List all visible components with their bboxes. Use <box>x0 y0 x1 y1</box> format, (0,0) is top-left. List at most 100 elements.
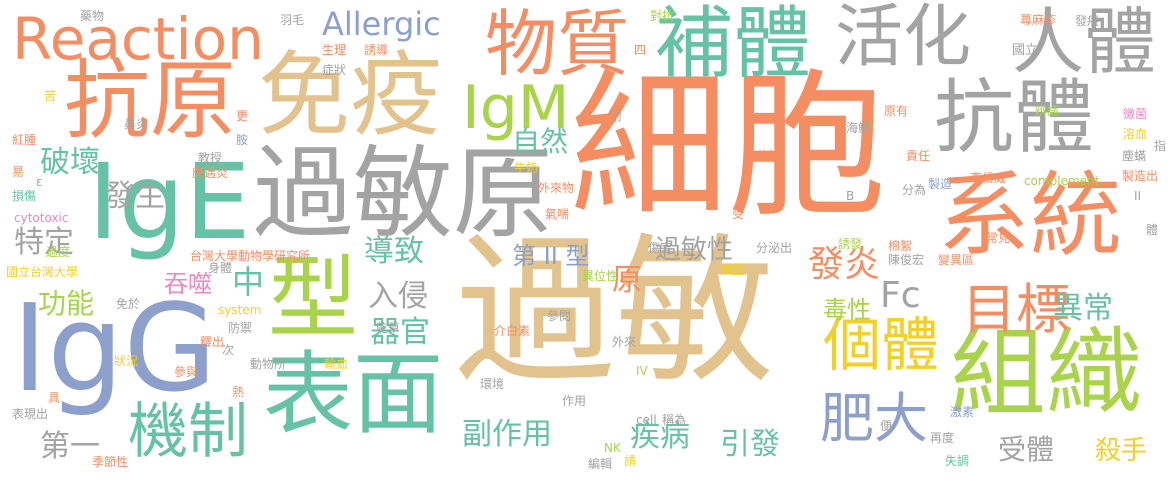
cloud-word-complement: complement <box>1024 174 1100 188</box>
cloud-word-zhuangkuang: 狀況 <box>114 354 139 368</box>
cloud-word-qiguan: 器官 <box>370 315 430 350</box>
cloud-word-shenti: 身體 <box>208 261 233 275</box>
cloud-word-fangyu: 防禦 <box>228 321 253 335</box>
cloud-word-xitong: 系統 <box>938 162 1123 269</box>
cloud-word-youdao: 誘導 <box>364 43 389 57</box>
cloud-word-shou: 受 <box>732 207 745 221</box>
cloud-word-buti: 補體 <box>655 0 812 89</box>
cloud-word-pohuai: 破壞 <box>40 145 100 180</box>
cloud-word-zaidu: 再度 <box>930 431 955 445</box>
cloud-word-ntu-zoology: 台灣大學動物學研究所 <box>190 249 311 263</box>
cloud-word-fayan: 發炎 <box>808 244 881 285</box>
cloud-word-dier-xing: 第 II 型 <box>512 242 590 270</box>
cloud-word-mianxu: 棉絮 <box>888 239 913 253</box>
cloud-word-biyan: 鼻炎 <box>124 117 149 131</box>
cloud-word-fc: Fc <box>880 275 921 316</box>
cloud-word-yiweixing: 異位性 <box>582 269 619 283</box>
cloud-word-fenwei: 分為 <box>902 183 927 197</box>
cloud-word-ju: 具 <box>48 391 61 405</box>
cloud-word-rongxue: 溶血 <box>1123 127 1148 141</box>
cloud-word-zhong: 中 <box>232 263 265 301</box>
cloud-word-guodu: 過度 <box>46 245 71 259</box>
cloud-word-bianji: 編輯 <box>588 457 613 471</box>
cloud-word-biaomian: 表面 <box>263 342 443 447</box>
cloud-word-zeren: 責任 <box>906 149 931 163</box>
cloud-word-diyi: 第一 <box>40 429 100 464</box>
cloud-word-duxing: 毒性 <box>823 296 871 324</box>
cloud-word-yichang: 異常 <box>1053 291 1113 326</box>
cloud-word-hongzhong: 紅腫 <box>12 133 37 147</box>
cloud-word-chenman: 塵蟎 <box>1122 149 1147 163</box>
cloud-word-cytotoxic: cytotoxic <box>14 211 69 225</box>
cloud-word-igg: IgG <box>12 280 217 419</box>
cloud-word-an: 胺 <box>236 133 249 147</box>
cloud-word-iv: IV <box>636 364 648 378</box>
cloud-word-fasheng: 發生 <box>105 179 165 214</box>
cloud-word-igm: IgM <box>462 73 570 143</box>
cloud-word-guominyuan: 過敏原 <box>253 135 553 252</box>
cloud-word-daozhi: 導致 <box>364 234 424 269</box>
cloud-word-fayang: 發癢 <box>1075 14 1100 28</box>
cloud-word-nk: NK <box>604 441 621 455</box>
cloud-word-reaction: Reaction <box>12 5 264 73</box>
cloud-word-bianshi: 辨識 <box>1035 104 1060 118</box>
cloud-word-zhengzhuang: 症狀 <box>322 63 347 77</box>
cloud-word-dongwusuo: 動物所 <box>250 357 287 371</box>
cloud-word-jijiexing: 季節性 <box>92 455 129 469</box>
cloud-word-mubiao: 目標 <box>962 278 1070 341</box>
cloud-word-yaowu: 藥物 <box>80 9 105 23</box>
cloud-word-yingmaiyan: 應邁炎 <box>192 166 229 180</box>
cloud-word-guomin: 過敏 <box>455 218 776 405</box>
cloud-word-kangti: 抗體 <box>934 71 1094 164</box>
cloud-word-shuxue: 輸血 <box>324 357 349 371</box>
cloud-word-duikang: 對抗 <box>650 9 675 23</box>
cloud-word-guoli: 國立 <box>1012 43 1039 58</box>
cloud-word-meijun: 黴菌 <box>1123 107 1148 121</box>
cloud-word-feida: 肥大 <box>820 387 928 450</box>
cloud-word-haixian: 海鮮 <box>846 121 871 135</box>
cloud-word-fenmichu: 分泌出 <box>756 241 793 255</box>
cloud-word-zhi: 指 <box>1154 139 1167 153</box>
cloud-word-jizhi: 機制 <box>128 397 248 467</box>
cloud-word-zuoyong: 作用 <box>562 394 587 408</box>
cloud-word-ci: 次 <box>222 343 235 357</box>
cloud-word-bian: 便 <box>880 419 893 433</box>
cloud-word-qing: 請 <box>624 454 637 468</box>
cloud-word-epsilon: ε <box>36 175 43 189</box>
cloud-word-xing: 型 <box>268 246 358 351</box>
cloud-word-ruqin: 入侵 <box>368 279 428 314</box>
cloud-word-huohua: 活化 <box>835 0 972 77</box>
cloud-word-xunmazhen: 蕁麻疹 <box>1020 13 1057 27</box>
cloud-word-qichuan: 氣喘 <box>545 207 570 221</box>
cloud-word-canyue: 參閱 <box>547 309 572 323</box>
cloud-word-yumao: 羽毛 <box>280 13 305 27</box>
cloud-word-ku: 苦 <box>44 89 57 103</box>
cloud-word-biaoxianchu: 表現出 <box>12 407 49 421</box>
cloud-word-huanjing: 環境 <box>480 377 505 391</box>
cloud-word-ti: 體 <box>1146 223 1159 237</box>
cloud-word-shitiao: 失調 <box>945 454 970 468</box>
cloud-word-system: system <box>218 303 262 317</box>
cloud-word-wailaiwu: 外來物 <box>538 181 575 195</box>
cloud-word-re: 熱 <box>232 385 245 399</box>
cloud-word-b: B <box>846 189 855 203</box>
cloud-word-guominxing: 過敏性 <box>655 235 734 265</box>
cloud-word-canyu: 參與 <box>174 365 199 379</box>
cloud-word-allergic: Allergic <box>322 5 441 43</box>
cloud-word-yinfa: 引發 <box>720 427 780 462</box>
cloud-word-ntu: 國立台灣大學 <box>6 265 79 279</box>
cloud-word-yi: 易 <box>12 165 25 179</box>
cloud-word-huafen: 花粉 <box>756 149 781 163</box>
cloud-word-shouti: 受體 <box>998 433 1055 466</box>
cloud-word-zhizaochu: 製造出 <box>1122 169 1159 183</box>
cloud-word-chenjunhong: 陳俊宏 <box>888 253 925 267</box>
cloud-word-jisu: 激素 <box>950 405 975 419</box>
cloud-word-lidaiwei: 李岱威 <box>970 171 1007 185</box>
cloud-word-yuan: 原 <box>612 263 642 298</box>
cloud-word-ziran: 自然 <box>512 125 569 158</box>
cloud-word-shichu: 釋出 <box>200 335 225 349</box>
cloud-word-xibao: 細胞 <box>570 55 886 239</box>
cloud-word-sunshang: 損傷 <box>12 189 37 203</box>
cloud-word-fu: 附 <box>610 109 623 123</box>
